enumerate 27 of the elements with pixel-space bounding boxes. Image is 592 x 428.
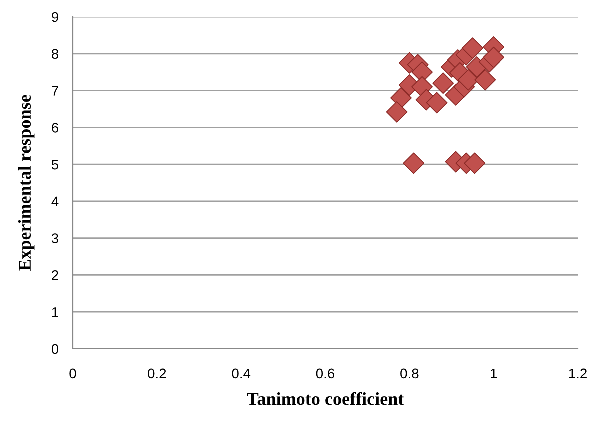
- point: [483, 46, 505, 68]
- point: [403, 152, 425, 174]
- y-tick-label: 0: [52, 344, 59, 354]
- y-tick-label: 4: [52, 196, 59, 206]
- y-tick-label: 3: [52, 234, 58, 244]
- y-tick-label: 5: [52, 160, 59, 170]
- x-tick-label: 0.8: [400, 368, 419, 379]
- y-tick-label: 7: [52, 86, 58, 96]
- x-tick-label: 1.2: [569, 368, 587, 379]
- y-tick-label: 6: [52, 123, 58, 133]
- x-tick-label: 1: [491, 368, 498, 379]
- point: [432, 72, 454, 94]
- point: [464, 152, 486, 174]
- y-tick-label: 1: [52, 308, 58, 318]
- x-axis-title: Tanimoto coefficient: [247, 392, 404, 406]
- point: [462, 38, 484, 60]
- y-axis-title: Experimental response: [18, 95, 35, 272]
- point: [426, 92, 448, 114]
- point: [386, 101, 408, 123]
- x-tick-label: 0.4: [232, 368, 251, 379]
- y-tick-label: 8: [52, 49, 59, 60]
- x-tick-label: 0.2: [148, 368, 166, 379]
- x-tick-label: 0.6: [316, 368, 335, 379]
- x-tick-label: 0: [70, 368, 76, 379]
- y-tick-label: 9: [52, 12, 58, 22]
- y-tick-label: 2: [52, 270, 58, 280]
- point: [474, 69, 496, 91]
